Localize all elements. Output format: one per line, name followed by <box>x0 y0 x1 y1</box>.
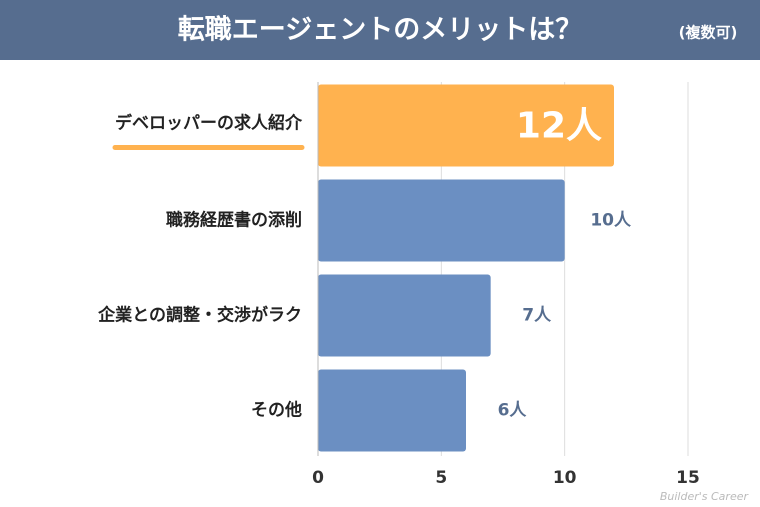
chart-title: 転職エージェントのメリットは？ <box>178 15 582 46</box>
category-label: デベロッパーの求人紹介 <box>115 113 303 134</box>
bar <box>318 179 565 262</box>
bar <box>318 84 614 167</box>
watermark: Builder's Career <box>660 490 750 503</box>
value-label: 7人 <box>522 306 552 326</box>
value-label: 10人 <box>590 211 632 231</box>
header-band <box>0 0 760 60</box>
x-tick-label: 0 <box>312 468 324 488</box>
x-tick-label: 5 <box>435 468 447 488</box>
x-tick-label: 15 <box>676 468 700 488</box>
category-label: 職務経歴書の添削 <box>166 210 302 231</box>
bar <box>318 274 491 357</box>
chart-subtitle: (複数可) <box>679 24 738 42</box>
x-tick-label: 10 <box>553 468 577 488</box>
bar <box>318 369 466 452</box>
category-label: その他 <box>251 400 302 421</box>
category-label: 企業との調整・交渉がラク <box>97 305 302 326</box>
value-label: 6人 <box>498 401 528 421</box>
value-label: 12人 <box>516 106 602 147</box>
